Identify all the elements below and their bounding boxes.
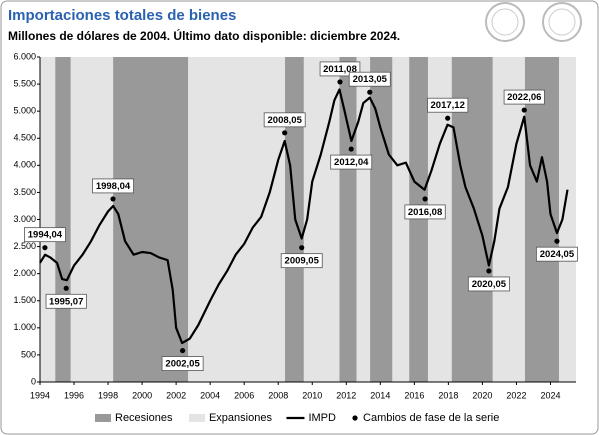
phase-point bbox=[299, 245, 305, 251]
legend-swatch bbox=[188, 414, 205, 422]
annotation: 2024,05 bbox=[540, 249, 575, 260]
phase-point bbox=[445, 115, 451, 121]
x-tick-label: 2000 bbox=[132, 390, 152, 400]
annotation-box bbox=[467, 276, 510, 292]
annotation-box bbox=[330, 154, 373, 170]
y-tick-label: 1.000 bbox=[13, 322, 36, 332]
annotation-box bbox=[536, 246, 578, 262]
phase-point bbox=[554, 238, 560, 244]
logo bbox=[485, 2, 525, 42]
chart-subtitle: Millones de dólares de 2004. Último dato… bbox=[8, 28, 400, 43]
x-tick-label: 2006 bbox=[234, 390, 254, 400]
annotation: 2016,08 bbox=[408, 207, 442, 218]
recession-band bbox=[409, 57, 428, 382]
x-tick-label: 2014 bbox=[370, 390, 390, 400]
phase-point bbox=[486, 268, 492, 274]
x-tick-label: 2018 bbox=[438, 390, 458, 400]
x-tick-label: 2008 bbox=[268, 390, 288, 400]
y-tick-label: 5.000 bbox=[13, 106, 36, 116]
annotation: 2013,05 bbox=[353, 74, 388, 85]
annotation-box bbox=[348, 71, 391, 87]
recession-band bbox=[524, 57, 559, 382]
annotation: 2011,08 bbox=[323, 64, 357, 75]
annotation-box bbox=[503, 89, 545, 105]
annotation: 2017,12 bbox=[431, 100, 465, 111]
chart-title: Importaciones totales de bienes bbox=[8, 7, 236, 24]
x-tick-label: 2010 bbox=[302, 390, 322, 400]
phase-point bbox=[367, 89, 373, 95]
series-line bbox=[39, 88, 569, 345]
annotation-box bbox=[263, 112, 306, 128]
phase-point bbox=[282, 130, 288, 136]
logo bbox=[548, 8, 576, 36]
y-tick-label: 3.500 bbox=[13, 187, 36, 197]
legend-label: Recesiones bbox=[115, 412, 173, 424]
phase-point bbox=[110, 196, 116, 202]
x-tick-label: 2024 bbox=[540, 390, 560, 400]
annotation: 2009,05 bbox=[285, 256, 320, 267]
recession-band bbox=[339, 57, 357, 382]
logo bbox=[542, 2, 582, 42]
x-tick-label: 2004 bbox=[200, 390, 220, 400]
x-tick-label: 1994 bbox=[30, 390, 50, 400]
annotation: 2020,05 bbox=[472, 279, 507, 290]
y-tick-label: 5.500 bbox=[13, 78, 36, 88]
recession-band bbox=[113, 57, 189, 382]
y-tick-label: 6.000 bbox=[13, 51, 36, 61]
x-tick-label: 1996 bbox=[64, 390, 84, 400]
recession-band bbox=[55, 57, 71, 382]
x-tick-label: 2002 bbox=[166, 390, 186, 400]
recession-band bbox=[370, 57, 393, 382]
annotation: 1998,04 bbox=[96, 181, 131, 192]
x-tick-label: 2012 bbox=[336, 390, 356, 400]
annotation: 2002,05 bbox=[165, 359, 200, 370]
phase-point bbox=[179, 347, 186, 354]
annotation-box bbox=[24, 227, 66, 243]
x-tick-label: 1998 bbox=[98, 390, 118, 400]
logo bbox=[491, 8, 519, 36]
annotation-box bbox=[404, 204, 446, 220]
legend-swatch bbox=[352, 415, 358, 421]
y-tick-label: 1.500 bbox=[13, 295, 36, 305]
annotation-box bbox=[92, 178, 134, 194]
y-tick-label: 2.500 bbox=[13, 241, 36, 251]
legend-label: Cambios de fase de la serie bbox=[363, 412, 499, 424]
phase-point bbox=[521, 107, 527, 113]
annotation: 1995,07 bbox=[49, 296, 83, 307]
y-tick-label: 500 bbox=[21, 349, 36, 359]
x-tick-label: 2022 bbox=[506, 390, 526, 400]
y-tick-label: 3.000 bbox=[13, 214, 36, 224]
phase-point bbox=[422, 196, 428, 202]
annotation-box bbox=[45, 293, 87, 309]
x-tick-label: 2016 bbox=[404, 390, 424, 400]
annotation: 2012,04 bbox=[334, 157, 369, 168]
phase-point bbox=[42, 245, 48, 251]
annotation: 2008,05 bbox=[268, 115, 303, 126]
phase-point bbox=[337, 79, 343, 85]
legend-swatch bbox=[95, 414, 111, 422]
y-tick-label: 4.000 bbox=[13, 160, 36, 170]
y-tick-label: 2.000 bbox=[13, 268, 36, 278]
annotation-box bbox=[161, 356, 204, 371]
y-tick-label: 4.500 bbox=[13, 133, 36, 143]
phase-point bbox=[63, 285, 69, 291]
x-tick-label: 2020 bbox=[472, 390, 492, 400]
phase-point bbox=[348, 146, 354, 152]
annotation-box bbox=[427, 97, 469, 113]
annotation: 1994,04 bbox=[28, 230, 63, 241]
annotation: 2022,06 bbox=[507, 92, 541, 103]
y-tick-label: 0 bbox=[31, 376, 36, 386]
legend-label: Expansiones bbox=[209, 412, 272, 424]
legend-label: IMPD bbox=[308, 412, 336, 424]
annotation-box bbox=[280, 253, 323, 269]
